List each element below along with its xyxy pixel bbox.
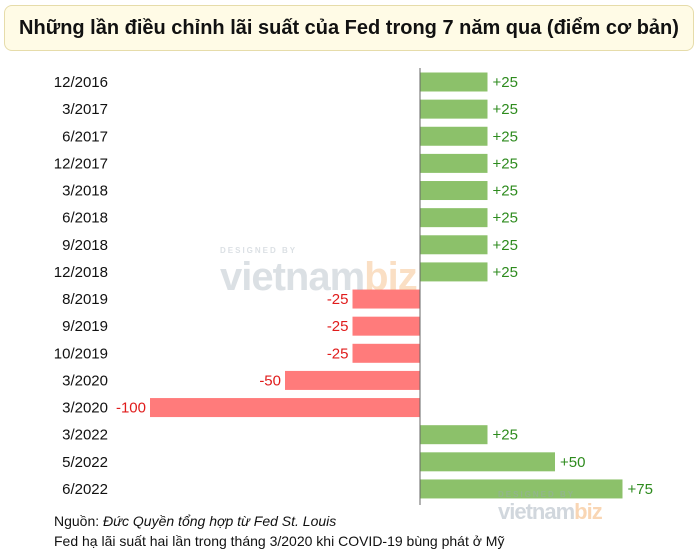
source-detail: Đức Quyền tổng hợp từ Fed St. Louis bbox=[103, 513, 337, 529]
data-label: +25 bbox=[493, 237, 518, 254]
category-label: 5/2022 bbox=[62, 454, 108, 471]
category-label: 6/2018 bbox=[62, 210, 108, 227]
category-label: 3/2018 bbox=[62, 183, 108, 200]
bar bbox=[420, 72, 488, 92]
category-label: 3/2020 bbox=[62, 372, 108, 389]
data-label: +25 bbox=[493, 74, 518, 91]
bar bbox=[420, 235, 488, 255]
data-label: +25 bbox=[493, 183, 518, 200]
bar bbox=[420, 208, 488, 228]
data-label: +25 bbox=[493, 101, 518, 118]
source-note: Nguồn: Đức Quyền tổng hợp từ Fed St. Lou… bbox=[54, 513, 336, 529]
bar bbox=[352, 343, 420, 363]
footnote: Fed hạ lãi suất hai lần trong tháng 3/20… bbox=[54, 533, 505, 549]
bar bbox=[420, 153, 488, 173]
bar bbox=[352, 289, 420, 309]
bar bbox=[352, 316, 420, 336]
data-label: +25 bbox=[493, 427, 518, 444]
bar bbox=[420, 262, 488, 282]
category-label: 3/2020 bbox=[62, 400, 108, 417]
category-label: 12/2017 bbox=[54, 155, 108, 172]
data-label: -50 bbox=[259, 372, 281, 389]
bar bbox=[420, 181, 488, 201]
bar bbox=[420, 126, 488, 146]
category-label: 6/2017 bbox=[62, 128, 108, 145]
category-label: 6/2022 bbox=[62, 481, 108, 498]
data-label: +75 bbox=[628, 481, 653, 498]
data-label: -25 bbox=[327, 318, 349, 335]
data-label: +25 bbox=[493, 264, 518, 281]
category-label: 10/2019 bbox=[54, 345, 108, 362]
category-label: 3/2017 bbox=[62, 101, 108, 118]
bar bbox=[420, 452, 555, 472]
data-label: +50 bbox=[560, 454, 585, 471]
data-label: -25 bbox=[327, 291, 349, 308]
category-label: 12/2016 bbox=[54, 74, 108, 91]
data-label: +25 bbox=[493, 210, 518, 227]
data-label: +25 bbox=[493, 155, 518, 172]
data-label: -100 bbox=[116, 400, 146, 417]
bar bbox=[285, 370, 420, 390]
data-label: +25 bbox=[493, 128, 518, 145]
category-label: 3/2022 bbox=[62, 427, 108, 444]
bar bbox=[420, 99, 488, 119]
bar bbox=[420, 425, 488, 445]
chart-title: Những lần điều chỉnh lãi suất của Fed tr… bbox=[19, 16, 679, 39]
source-label: Nguồn: bbox=[54, 513, 100, 529]
bar bbox=[150, 398, 420, 418]
data-label: -25 bbox=[327, 345, 349, 362]
category-label: 9/2018 bbox=[62, 237, 108, 254]
category-label: 9/2019 bbox=[62, 318, 108, 335]
bar bbox=[420, 479, 623, 499]
category-label: 12/2018 bbox=[54, 264, 108, 281]
chart-title-box: Những lần điều chỉnh lãi suất của Fed tr… bbox=[4, 5, 694, 51]
category-label: 8/2019 bbox=[62, 291, 108, 308]
